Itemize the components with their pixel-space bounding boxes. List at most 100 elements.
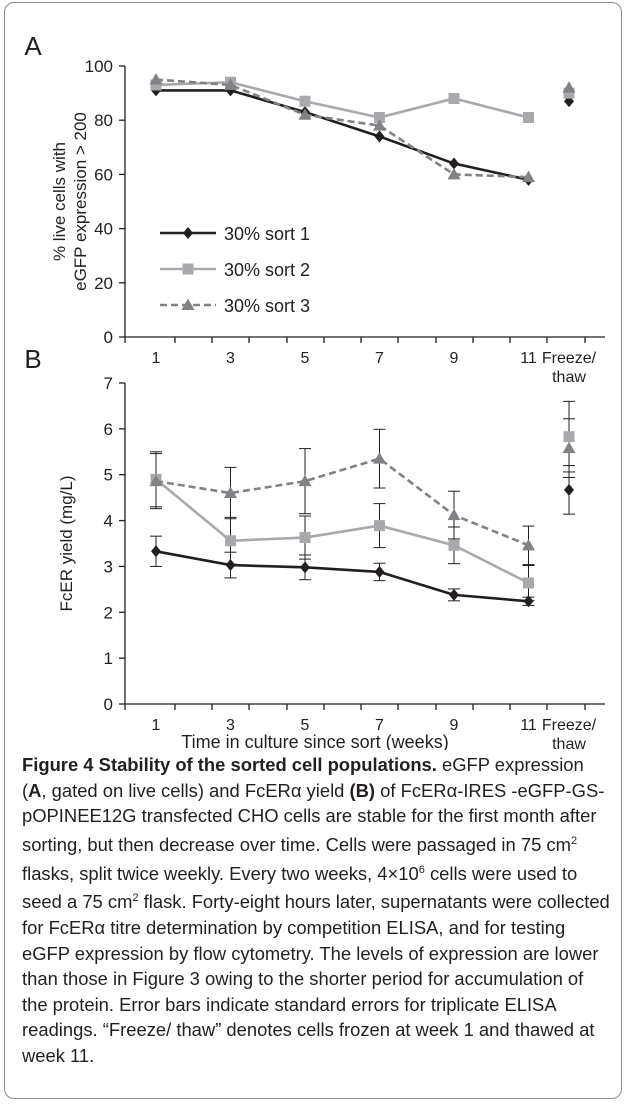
panel-a-series-3-freeze-thaw-point [562, 81, 576, 93]
caption-superscript: 2 [570, 834, 578, 847]
panel-b-series-2-freeze-thaw-point [563, 431, 575, 443]
panel-b-series-3-point [522, 538, 535, 551]
panel-b-series-3-point [224, 486, 237, 499]
panel-b-series-2-line [155, 478, 530, 585]
panel-b-x-axis-label: Time in culture since sort (weeks) [181, 732, 448, 750]
panel-a-series-2-point [150, 79, 162, 91]
legend-series-1-marker [183, 227, 193, 239]
caption-body: eGFP expression (A, gated on live cells)… [22, 754, 610, 1066]
figure-frame [4, 2, 622, 1099]
panel-b-x-tick-label: 3 [226, 717, 235, 734]
caption-text-run: flask. Forty-eight hours later, supernat… [22, 891, 610, 1066]
panel-b-series-1-freeze-thaw-point [564, 483, 574, 496]
panel-b-y-tick-label: 3 [104, 557, 113, 576]
panel-a-series-2-point [448, 93, 460, 105]
caption-superscript: 6 [418, 863, 425, 876]
panel-b-series-1-point [523, 595, 534, 608]
panel-a-series-3-line [155, 78, 529, 179]
caption-label: Figure 4 [22, 754, 94, 775]
panel-a-y-tick-label: 20 [94, 274, 113, 293]
panel-b-series-3-line [155, 457, 529, 547]
panel-a-series-1-point [449, 157, 459, 170]
panel-a-label: A [24, 31, 42, 61]
caption-panel-ref: A [28, 779, 42, 801]
panel-b-y-axis-label: FcER yield (mg/L) [57, 475, 76, 611]
legend-series-2-marker [182, 263, 194, 275]
panel-b-series-2-point [225, 535, 236, 547]
panel-b-x-tick-label: 5 [301, 717, 310, 734]
caption-text-run: cells were used to seed a 75 cm [22, 862, 578, 913]
panel-a-series-3-point [149, 73, 163, 85]
panel-a-x-tick-label: 5 [301, 350, 310, 367]
panel-b-series-3-freeze-thaw-point [562, 441, 576, 454]
legend-series-1-label: 30% sort 1 [224, 224, 310, 244]
panel-b-y-tick-label: 2 [104, 603, 113, 622]
panel-b-x-tick-label: 9 [450, 717, 459, 734]
panel-a-series-3-point [373, 119, 386, 131]
panel-a-series-2-point [299, 95, 311, 107]
panel-b-series-1-point [300, 561, 310, 574]
panel-b-y-tick-label: 5 [104, 466, 113, 485]
caption-text-run: flasks, split twice weekly. Every two we… [22, 862, 419, 884]
panel-b-series-1-point [225, 559, 236, 572]
panel-a-series-2-freeze-thaw-point [563, 87, 575, 99]
panel-a-y-tick-label: 80 [94, 111, 113, 130]
panel-a-x-tick-label: 7 [375, 350, 384, 367]
panel-a-freeze-tick-label: Freeze/ [542, 350, 597, 367]
panel-b-series-3-point [298, 474, 312, 487]
panel-a-y-axis-label-line2: eGFP expression > 200 [71, 112, 90, 291]
caption-superscript: 2 [132, 892, 139, 905]
panel-b-series-2-point [299, 532, 311, 544]
panel-a-series-3-point [298, 108, 312, 120]
panel-b-y-tick-label: 0 [104, 695, 113, 714]
caption-text-run: of FcERα-IRES -eGFP-GS-pOPINEE12G transf… [22, 779, 605, 855]
caption-text-run: , gated on live cells) and FcERα yield [41, 779, 350, 801]
panel-a-series-3-point [447, 167, 461, 180]
panel-a-thaw-tick-label: thaw [552, 369, 586, 386]
panel-b-y-tick-label: 4 [104, 512, 113, 531]
caption-panel-ref: (B) [349, 779, 376, 801]
panel-b-series-3-point [373, 452, 386, 464]
panel-b-thaw-tick-label: thaw [552, 736, 586, 750]
panel-a-x-tick-label: 11 [520, 350, 537, 367]
panel-a-series-1-line [156, 89, 529, 182]
panel-a-y-axis-label-line1: % live cells with [50, 142, 69, 261]
panel-b-freeze-tick-label: Freeze/ [542, 717, 597, 734]
panel-b-series-1-point [449, 588, 459, 601]
legend-series-3-label: 30% sort 3 [224, 296, 310, 316]
panel-a-series-2-point [374, 111, 385, 123]
panel-a-y-tick-label: 40 [94, 220, 113, 239]
panel-a-y-tick-label: 60 [94, 165, 113, 184]
panel-b-label: B [24, 344, 41, 374]
caption-text-run: eGFP expression ( [22, 754, 584, 801]
panel-b-series-1-point [374, 565, 385, 578]
panel-a-series-1-point [374, 130, 385, 143]
panel-a-x-tick-label: 3 [226, 350, 235, 367]
panel-b-y-tick-label: 1 [104, 649, 113, 668]
panel-a-x-tick-label: 1 [152, 350, 161, 367]
panel-a-x-tick-label: 9 [450, 350, 459, 367]
panel-b-series-2-point [374, 520, 385, 532]
panel-a-y-tick-label: 100 [85, 57, 113, 76]
legend-series-3-marker [181, 298, 195, 310]
panel-a-y-tick-label: 0 [104, 328, 113, 347]
caption-title: Stability of the sorted cell populations… [98, 754, 437, 775]
panel-a-series-2-line [155, 80, 529, 119]
panel-a-series-3-point [522, 170, 535, 183]
legend-series-2-label: 30% sort 2 [224, 260, 310, 280]
figure-caption: Figure 4 Stability of the sorted cell po… [22, 752, 612, 1069]
panel-a-series-3-point [224, 78, 237, 90]
panel-b-series-2-point [523, 577, 534, 589]
panel-b-series-2-point [448, 539, 460, 551]
panel-b-x-tick-label: 11 [520, 717, 537, 734]
panel-b-x-tick-label: 7 [375, 717, 384, 734]
panel-b-series-3-point [149, 474, 163, 487]
panel-b-x-tick-label: 1 [152, 717, 161, 734]
panel-b-series-1-line [155, 550, 529, 603]
panel-b-y-tick-label: 7 [104, 374, 113, 393]
panel-b-series-3-point [447, 508, 461, 521]
panel-a-series-2-point [523, 111, 534, 123]
panel-b-y-tick-label: 6 [104, 420, 113, 439]
panel-b-series-1-point [151, 545, 161, 558]
